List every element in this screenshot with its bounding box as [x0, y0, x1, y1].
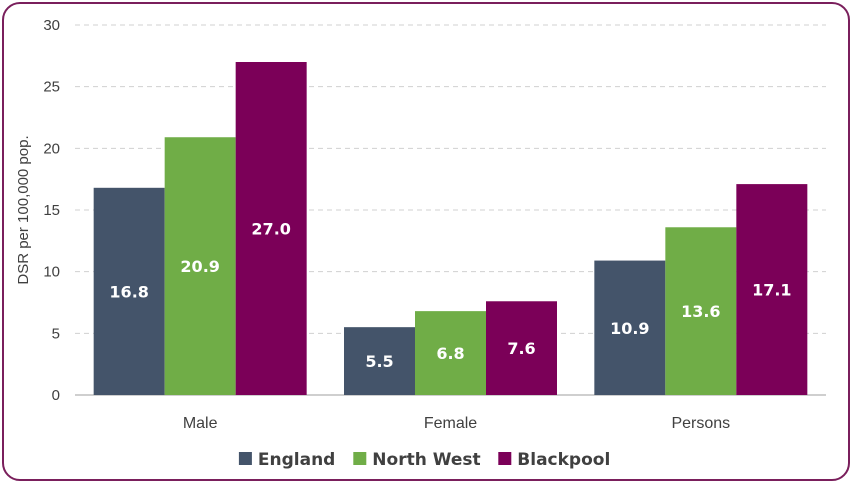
legend-swatch: [353, 452, 367, 465]
data-label: 10.9: [610, 319, 649, 338]
legend-label: Blackpool: [517, 450, 610, 470]
y-axis-title: DSR per 100,000 pop.: [15, 135, 32, 284]
bar-north-west-female: [415, 311, 486, 395]
y-tick-label: 25: [43, 79, 60, 96]
bar-blackpool-female: [486, 301, 557, 395]
bar-north-west-persons: [665, 227, 737, 395]
data-label: 7.6: [507, 339, 535, 358]
data-label: 5.5: [365, 352, 393, 371]
bar-england-persons: [594, 260, 666, 395]
legend-swatch: [238, 452, 252, 465]
data-label: 17.1: [752, 281, 791, 300]
legend-label: North West: [372, 450, 480, 470]
bar-blackpool-male: [235, 62, 307, 395]
data-label: 16.8: [109, 282, 148, 301]
y-tick-label: 10: [43, 264, 60, 281]
data-label: 13.6: [681, 302, 720, 321]
x-category-label: Female: [424, 415, 477, 432]
x-category-label: Persons: [671, 415, 730, 432]
data-label: 6.8: [436, 344, 464, 363]
data-label: 27.0: [251, 220, 290, 239]
bar-england-male: [93, 187, 165, 395]
data-label: 20.9: [180, 257, 219, 276]
bar-blackpool-persons: [736, 184, 808, 395]
y-tick-label: 0: [52, 387, 60, 404]
x-category-label: Male: [183, 415, 218, 432]
y-tick-label: 20: [43, 140, 60, 157]
bar-england-female: [344, 327, 415, 395]
y-tick-label: 15: [43, 202, 60, 219]
bar-north-west-male: [164, 137, 236, 395]
y-tick-label: 5: [52, 325, 60, 342]
y-tick-label: 30: [43, 17, 60, 34]
legend-swatch: [498, 452, 512, 465]
legend-label: England: [258, 450, 335, 470]
